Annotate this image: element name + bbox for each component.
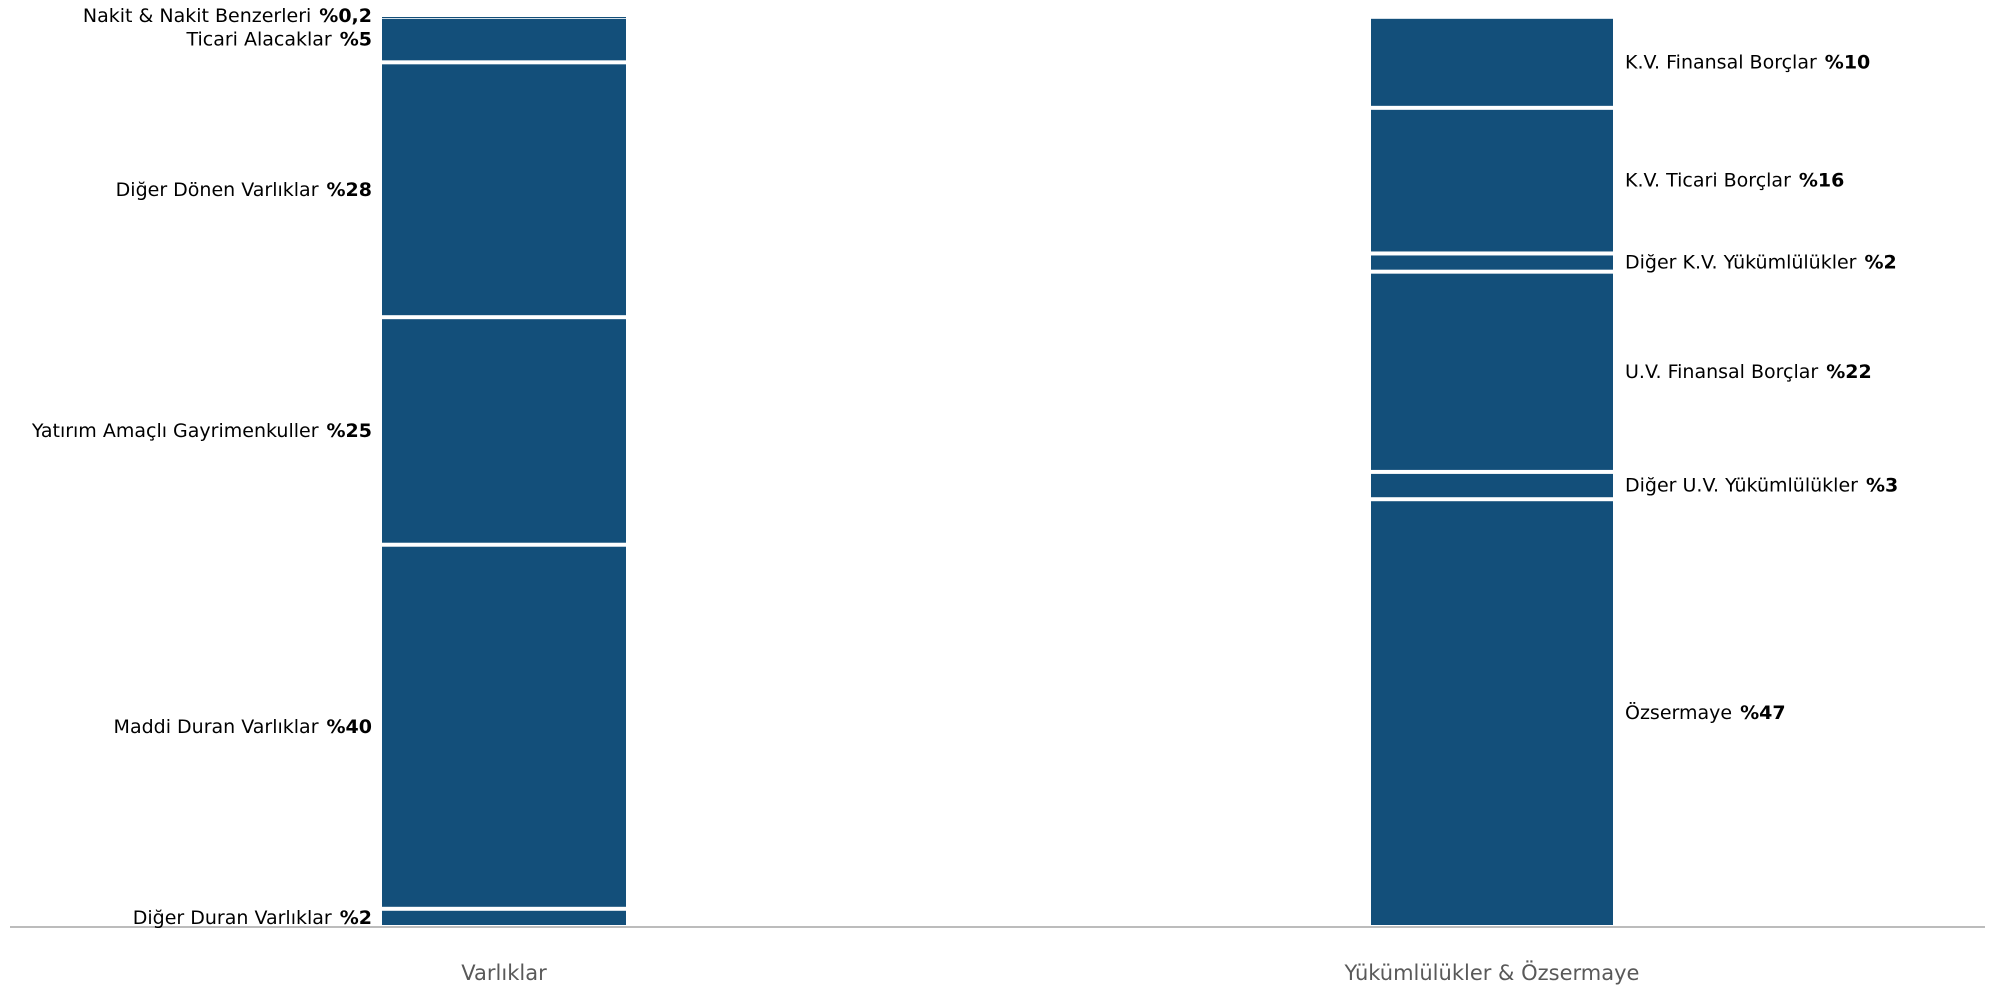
segment-label: Diğer K.V. Yükümlülükler %2	[1625, 251, 1897, 273]
segment-name: Nakit & Nakit Benzerleri	[83, 4, 311, 26]
segment-label: K.V. Ticari Borçlar %16	[1625, 169, 1844, 191]
segment-value: %47	[1740, 702, 1785, 724]
segment-name: U.V. Finansal Borçlar	[1625, 360, 1818, 382]
segment-value: %16	[1799, 169, 1844, 191]
bar-segment	[382, 910, 626, 925]
bar-segment	[1371, 109, 1613, 252]
segment-name: Maddi Duran Varlıklar	[114, 715, 319, 737]
bar-segment	[1371, 273, 1613, 470]
bar-segment	[1371, 18, 1613, 106]
segment-name: K.V. Finansal Borçlar	[1625, 51, 1817, 73]
x-tick-label: Yükümlülükler & Özsermaye	[1344, 960, 1640, 985]
segment-value: %28	[327, 178, 372, 200]
segment-label: Diğer Dönen Varlıklar %28	[116, 178, 372, 200]
segment-label: Özsermaye %47	[1625, 701, 1786, 724]
segment-label: K.V. Finansal Borçlar %10	[1625, 51, 1870, 73]
bar-segment	[1371, 255, 1613, 270]
bar-segment	[1371, 501, 1613, 925]
segment-value: %2	[1865, 251, 1897, 273]
segment-value: %22	[1826, 360, 1871, 382]
segment-value: %3	[1866, 474, 1898, 496]
segment-value: %10	[1825, 51, 1870, 73]
segment-name: Diğer U.V. Yükümlülükler	[1625, 474, 1858, 496]
bar-segment	[382, 17, 626, 18]
segment-name: Diğer K.V. Yükümlülükler	[1625, 251, 1857, 273]
segment-label: Nakit & Nakit Benzerleri %0,2	[83, 4, 372, 26]
bar-segment	[382, 64, 626, 316]
segment-name: Yatırım Amaçlı Gayrimenkuller	[31, 419, 319, 441]
segment-label: Diğer U.V. Yükümlülükler %3	[1625, 474, 1898, 496]
segment-value: %25	[327, 419, 372, 441]
segment-name: Diğer Dönen Varlıklar	[116, 178, 319, 200]
bar-segment	[382, 18, 626, 61]
bar-segment	[382, 546, 626, 907]
segment-label: Diğer Duran Varlıklar %2	[133, 906, 372, 928]
segment-label: Maddi Duran Varlıklar %40	[114, 715, 372, 737]
segment-name: Özsermaye	[1625, 701, 1732, 724]
segment-label: Ticari Alacaklar %5	[185, 28, 372, 50]
segment-name: K.V. Ticari Borçlar	[1625, 169, 1791, 191]
bar-segment	[382, 319, 626, 543]
segment-name: Diğer Duran Varlıklar	[133, 906, 332, 928]
segment-name: Ticari Alacaklar	[185, 28, 331, 50]
bar-segment	[1371, 473, 1613, 498]
segment-value: %5	[340, 28, 372, 50]
segment-value: %0,2	[319, 4, 372, 26]
x-tick-label: Varlıklar	[461, 961, 547, 985]
segment-label: Yatırım Amaçlı Gayrimenkuller %25	[31, 419, 372, 441]
segment-value: %2	[340, 906, 372, 928]
segment-label: U.V. Finansal Borçlar %22	[1625, 360, 1872, 382]
segment-value: %40	[327, 715, 372, 737]
